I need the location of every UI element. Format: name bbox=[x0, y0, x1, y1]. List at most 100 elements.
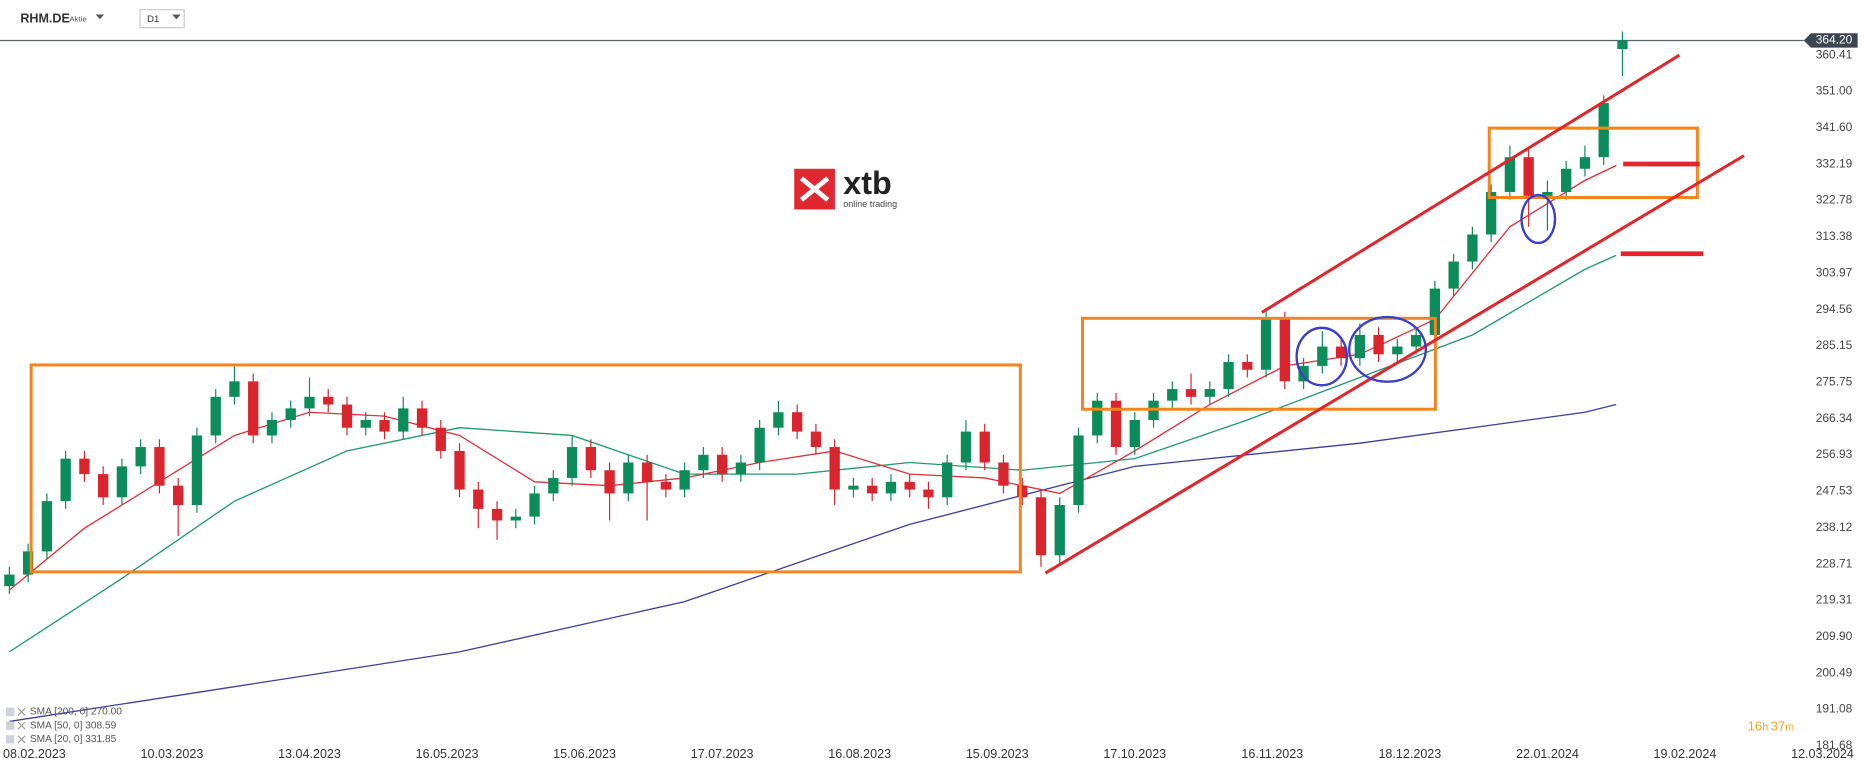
y-tick-label: 351.00 bbox=[1816, 84, 1853, 98]
candle-body bbox=[1242, 362, 1253, 370]
candle-body bbox=[923, 489, 934, 498]
candle-body bbox=[735, 462, 747, 475]
x-tick-label: 10.03.2023 bbox=[141, 747, 204, 761]
legend-label: SMA [50, 0] 308.59 bbox=[30, 720, 117, 731]
candle-body bbox=[41, 501, 53, 552]
candle-body bbox=[1204, 389, 1215, 397]
candle-body bbox=[979, 431, 990, 463]
candle-body bbox=[1298, 365, 1309, 382]
candle-body bbox=[210, 396, 221, 436]
candle-body bbox=[998, 462, 1009, 486]
candle-body bbox=[1561, 168, 1572, 192]
candle-body bbox=[1410, 334, 1422, 347]
x-tick-label: 17.07.2023 bbox=[691, 747, 754, 761]
candle-body bbox=[1073, 435, 1084, 506]
candle-body bbox=[173, 485, 184, 506]
x-tick-label: 13.04.2023 bbox=[278, 747, 341, 761]
instrument-type[interactable]: Aktie bbox=[69, 14, 86, 23]
trend-line bbox=[1044, 154, 1745, 575]
candle-body bbox=[1504, 157, 1516, 192]
candle-body bbox=[360, 419, 371, 428]
last-price-label: 364.20 bbox=[1816, 33, 1853, 47]
y-tick-label: 360.41 bbox=[1816, 47, 1853, 61]
y-tick-label: 247.53 bbox=[1816, 484, 1853, 498]
candle-body bbox=[229, 381, 240, 397]
range-box bbox=[1081, 316, 1437, 411]
y-tick-label: 266.34 bbox=[1816, 411, 1853, 425]
candle-body bbox=[416, 408, 428, 428]
candle-body bbox=[116, 466, 128, 498]
legend-label: SMA [200, 0] 270.00 bbox=[30, 707, 122, 718]
logo-brand: xtb bbox=[843, 165, 891, 201]
timeframe-dropdown[interactable] bbox=[172, 14, 181, 20]
y-tick-label: 322.78 bbox=[1816, 193, 1853, 207]
y-tick-label: 228.71 bbox=[1816, 556, 1853, 570]
candle-body bbox=[1185, 389, 1197, 397]
candle-body bbox=[510, 516, 521, 521]
candle-body bbox=[942, 462, 953, 498]
y-tick-label: 341.60 bbox=[1816, 120, 1853, 134]
candle-body bbox=[1579, 157, 1591, 169]
candle-body bbox=[904, 481, 915, 490]
candle-body bbox=[60, 458, 71, 502]
highlight-circle bbox=[1520, 193, 1557, 245]
x-tick-label: 16.11.2023 bbox=[1241, 747, 1303, 761]
y-tick-label: 209.90 bbox=[1816, 629, 1853, 643]
legend-close[interactable] bbox=[17, 721, 26, 730]
x-tick-label: 12.03.2024 bbox=[1791, 747, 1854, 761]
candle-body bbox=[604, 470, 615, 494]
candle-body bbox=[266, 419, 278, 436]
candle-body bbox=[1223, 362, 1234, 390]
x-tick-label: 15.09.2023 bbox=[966, 747, 1029, 761]
candle-body bbox=[1392, 346, 1403, 355]
candle-body bbox=[660, 481, 672, 490]
candle-body bbox=[810, 431, 822, 448]
candle-body bbox=[285, 408, 296, 420]
y-tick-label: 332.19 bbox=[1816, 156, 1853, 170]
candle-body bbox=[454, 450, 465, 490]
candle-body bbox=[1429, 288, 1441, 335]
candle-body bbox=[848, 485, 859, 490]
legend-close[interactable] bbox=[17, 707, 26, 716]
y-tick-label: 256.93 bbox=[1816, 447, 1853, 461]
candle-body bbox=[304, 396, 315, 409]
x-tick-label: 17.10.2023 bbox=[1103, 747, 1166, 761]
candle-body bbox=[1373, 334, 1384, 355]
candle-body bbox=[885, 481, 897, 494]
timeframe-box[interactable] bbox=[139, 9, 185, 29]
x-tick-label: 22.01.2024 bbox=[1516, 747, 1579, 761]
moving-average-line bbox=[9, 403, 1617, 723]
candle-body bbox=[435, 427, 446, 451]
y-tick-label: 294.56 bbox=[1816, 302, 1853, 316]
candle-body bbox=[22, 551, 34, 575]
candle-body bbox=[191, 435, 203, 506]
candle-body bbox=[1448, 261, 1459, 289]
y-tick-label: 200.49 bbox=[1816, 665, 1853, 679]
candle-body bbox=[529, 493, 540, 517]
legend-icon bbox=[5, 721, 15, 730]
candle-body bbox=[1485, 191, 1497, 235]
candle-body bbox=[829, 447, 840, 490]
candle-body bbox=[641, 462, 653, 482]
logo-tagline: online trading bbox=[843, 199, 897, 209]
y-tick-label: 303.97 bbox=[1816, 265, 1853, 279]
range-box bbox=[29, 363, 1022, 574]
timeframe[interactable]: D1 bbox=[147, 14, 159, 25]
y-tick-label: 285.15 bbox=[1816, 338, 1853, 352]
legend-close[interactable] bbox=[17, 735, 26, 744]
trend-line bbox=[1261, 53, 1681, 314]
y-tick-label: 181.68 bbox=[1816, 738, 1853, 752]
candle-body bbox=[754, 427, 765, 463]
candle-body bbox=[1129, 419, 1140, 448]
y-tick-label: 238.12 bbox=[1816, 520, 1853, 534]
instrument-dropdown[interactable] bbox=[95, 14, 105, 20]
candle-body bbox=[1110, 400, 1122, 448]
candle-body bbox=[548, 477, 559, 494]
candle-body bbox=[1317, 346, 1328, 366]
candle-body bbox=[623, 462, 634, 494]
candle-body bbox=[1617, 40, 1628, 49]
y-tick-label: 191.08 bbox=[1816, 702, 1853, 716]
highlight-circle bbox=[1348, 315, 1428, 383]
legend-icon bbox=[5, 735, 15, 744]
